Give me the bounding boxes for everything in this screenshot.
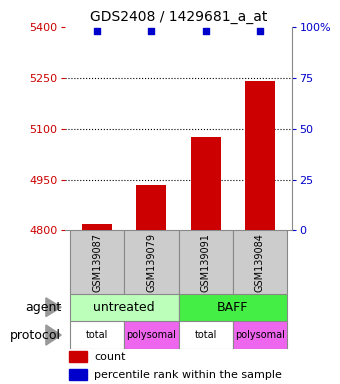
Point (257, 28, 262, 34)
Text: GSM139087: GSM139087 (92, 233, 102, 291)
Bar (70, 294, 178, 321)
Bar (70, 321, 124, 349)
Bar (69, 369, 87, 381)
Text: percentile rank within the sample: percentile rank within the sample (94, 370, 282, 380)
Bar (191, 137, 221, 230)
Bar (233, 230, 287, 294)
Text: polysomal: polysomal (126, 330, 176, 340)
Point (95, 28, 100, 34)
Text: agent: agent (25, 301, 61, 314)
Text: count: count (94, 352, 126, 362)
Bar (178, 321, 233, 349)
Bar (136, 185, 166, 230)
Bar (69, 351, 87, 362)
Bar (82, 223, 112, 230)
Text: untreated: untreated (94, 301, 155, 314)
Bar (124, 321, 178, 349)
Point (203, 28, 208, 34)
Text: GSM139091: GSM139091 (201, 233, 210, 291)
Text: GSM139084: GSM139084 (255, 233, 265, 291)
Point (149, 28, 154, 34)
Text: protocol: protocol (10, 329, 61, 341)
Bar (70, 230, 124, 294)
Text: total: total (194, 330, 217, 340)
Text: polysomal: polysomal (235, 330, 285, 340)
Bar (178, 294, 287, 321)
Text: BAFF: BAFF (217, 301, 249, 314)
Bar (245, 81, 275, 230)
Text: total: total (86, 330, 108, 340)
Title: GDS2408 / 1429681_a_at: GDS2408 / 1429681_a_at (90, 10, 267, 25)
Bar (233, 321, 287, 349)
Bar (178, 230, 233, 294)
Text: GSM139079: GSM139079 (147, 233, 156, 291)
Bar (124, 230, 178, 294)
